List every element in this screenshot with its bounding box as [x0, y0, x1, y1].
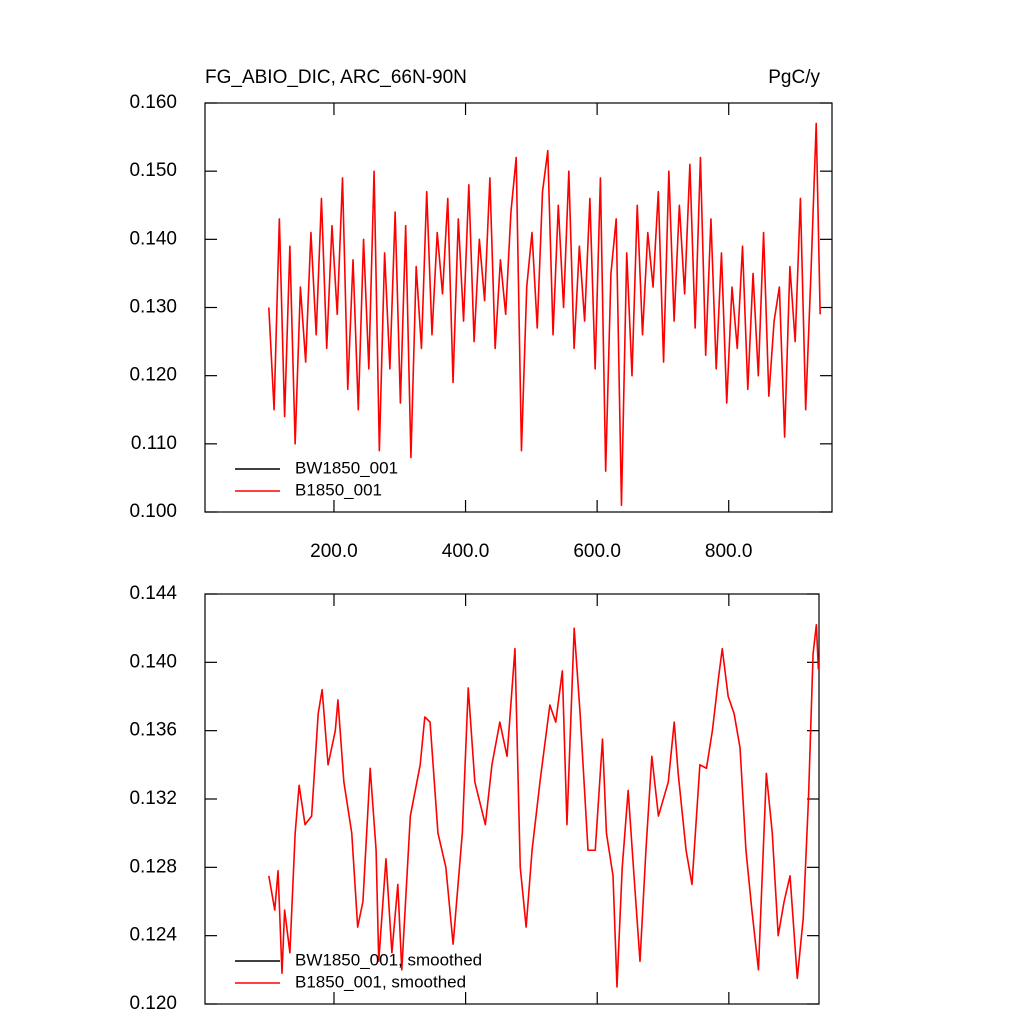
- y-tick-label: 0.140: [129, 228, 177, 249]
- data-line: [268, 623, 820, 988]
- legend-label: B1850_001: [295, 480, 382, 499]
- y-tick-label: 0.128: [129, 856, 177, 877]
- y-tick-label: 0.120: [129, 365, 177, 386]
- x-tick-label: 800.0: [705, 541, 753, 562]
- y-tick-label: 0.100: [129, 501, 177, 522]
- plot-frame: [204, 593, 820, 1005]
- y-tick-label: 0.132: [129, 788, 177, 809]
- y-tick-label: 0.124: [129, 925, 177, 946]
- x-tick-label: 600.0: [573, 541, 621, 562]
- legend-label: BW1850_001, smoothed: [295, 950, 482, 969]
- data-line: [268, 122, 821, 506]
- chart-title: FG_ABIO_DIC, ARC_66N-90N: [205, 67, 467, 88]
- x-tick-label: 400.0: [442, 541, 490, 562]
- y-tick-label: 0.110: [131, 433, 177, 454]
- y-tick-label: 0.136: [129, 720, 177, 741]
- y-tick-label: 0.144: [129, 583, 177, 604]
- y-tick-label: 0.140: [129, 651, 177, 672]
- y-tick-label: 0.160: [129, 92, 177, 113]
- legend-label: B1850_001, smoothed: [295, 972, 466, 991]
- units-label: PgC/y: [768, 67, 820, 88]
- x-tick-label: 200.0: [310, 541, 358, 562]
- y-tick-label: 0.120: [129, 993, 177, 1014]
- y-tick-label: 0.150: [129, 160, 177, 181]
- legend-label: BW1850_001: [295, 458, 398, 477]
- y-tick-label: 0.130: [129, 297, 177, 318]
